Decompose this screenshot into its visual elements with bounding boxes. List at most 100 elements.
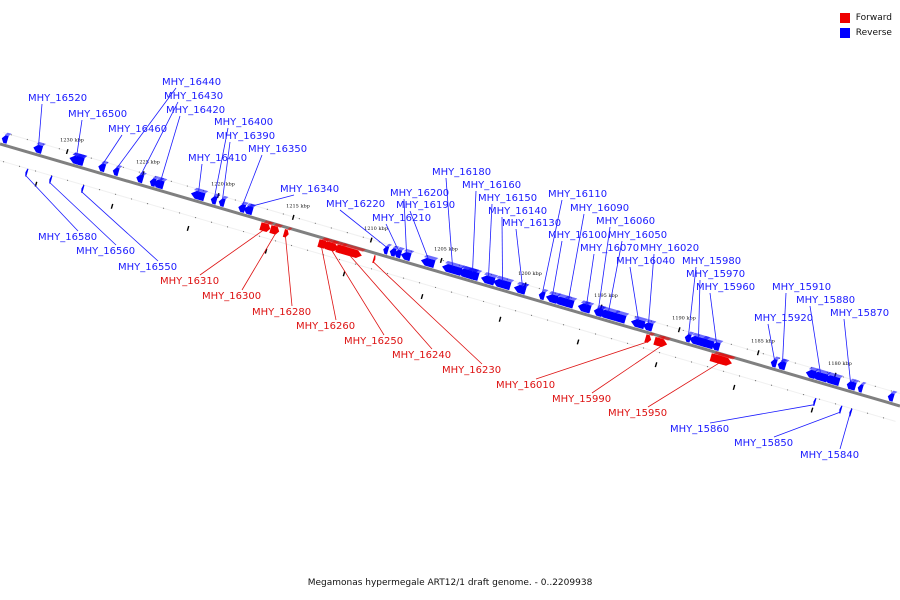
track-dot [18,165,21,167]
gene-leader-line [321,246,337,321]
gene-body [561,298,575,309]
minor-tick-mark [342,271,346,277]
track-dot [434,286,437,289]
forward-gene-glyph [644,332,656,343]
legend-item-reverse: Reverse [839,25,892,40]
gene-bevel [273,223,281,227]
gene-label: MHY_16300 [202,291,261,302]
reverse-gene-glyph [383,243,392,255]
minor-tick-mark [654,362,658,368]
gene-label: MHY_16460 [108,124,167,135]
gene-bevel [328,239,343,246]
gene-body [887,393,895,402]
track-dot [162,207,165,209]
gene-leader-line [598,226,611,309]
tick-label: 1185 kbp [751,339,775,345]
gene-leader-line [248,194,295,208]
gene-bevel [276,224,284,228]
gene-body [593,307,603,317]
track-dot [258,235,261,237]
track-dot [874,385,876,387]
track-dot [354,263,357,265]
gene-label: MHY_16230 [442,365,501,376]
track-dot [538,287,540,290]
track-dot [842,376,844,378]
gene-bevel [602,306,621,314]
gene-leader-line [242,154,263,206]
gene-label: MHY_16090 [570,203,629,214]
track-dot [514,310,517,312]
track-dot [10,134,12,136]
gene-leader-line [25,175,79,232]
gene-body [112,167,120,177]
gene-bevel [341,243,366,252]
reverse-gene-glyph [545,291,562,304]
minor-tick-mark [420,293,424,300]
tick-label: 1220 kbp [211,181,235,187]
gene-leader-line [198,163,203,193]
gene-label: MHY_16130 [502,218,561,229]
gene-body [517,285,527,295]
gene-label: MHY_16190 [396,200,455,211]
gene-bevel [564,295,578,301]
track-dot [194,216,197,219]
gene-leader-line [373,261,483,365]
tick-label: 1210 kbp [364,226,388,232]
track-dot [722,370,725,372]
track-dot [466,296,469,298]
track-dot [442,259,444,262]
gene-label: MHY_16250 [344,336,403,347]
track-dot [682,329,684,332]
track-dot [786,389,789,391]
track-dot [298,218,300,220]
gene-leader-line [542,199,563,293]
track-dot [226,226,229,228]
gene-body [480,275,496,286]
reverse-gene-glyph [580,301,595,314]
reverse-gene-glyph [517,282,530,295]
reverse-gene-glyph [81,182,88,193]
reverse-gene-glyph [389,245,400,257]
track-dot [98,189,101,191]
gene-bevel [687,331,695,335]
gene-bevel [714,339,724,344]
gene-bevel [152,175,160,180]
gene-body [282,229,289,238]
tick-label: 1225 kbp [136,160,160,166]
gene-leader-line [591,345,662,394]
gene-bevel [827,372,844,379]
gene-label: MHY_15870 [830,308,889,319]
gene-body [272,226,280,235]
gene-label: MHY_16280 [252,307,311,318]
track-dot [306,249,309,251]
gene-leader-line [339,209,387,248]
gene-body [259,222,269,232]
gene-leader-line [403,198,407,253]
track-dot [26,138,28,141]
gene-body [823,375,841,386]
track-dot [370,268,373,270]
gene-leader-line [49,182,117,246]
gene-bevel [520,282,530,287]
gene-label: MHY_15950 [608,408,667,419]
gene-label: MHY_15980 [682,256,741,267]
reverse-gene-glyph [49,173,56,184]
gene-bevel [890,390,898,395]
reverse-gene-glyph [770,356,781,368]
track-dot [746,348,748,350]
gene-body [711,342,721,352]
gene-body [1,135,9,144]
gene-bevel [713,351,734,359]
reverse-gene-glyph [190,187,209,202]
gene-body [33,144,44,154]
gene-bevel [583,301,595,306]
track-dot [90,157,92,159]
genome-caption: Megamonas hypermegale ART12/1 draft geno… [307,578,593,588]
track-dot [138,171,140,173]
track-dot [282,213,284,215]
gene-leader-line [586,253,595,306]
gene-label: MHY_15960 [696,282,755,293]
gene-label: MHY_16430 [164,91,223,102]
gene-leader-line [839,415,850,450]
track-dot [626,342,629,344]
